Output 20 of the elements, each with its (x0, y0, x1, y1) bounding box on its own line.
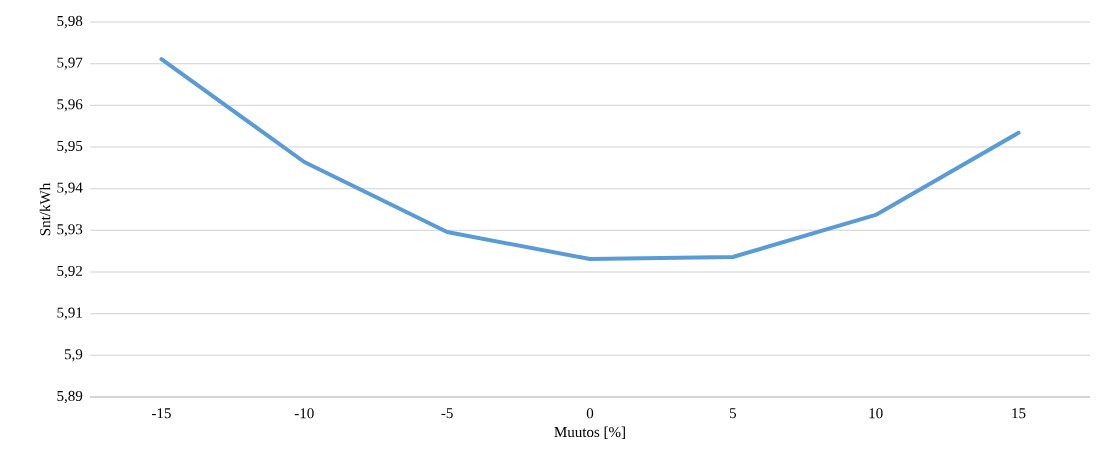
x-tick-label: 0 (586, 408, 594, 419)
y-tick-label: 5,9 (64, 349, 83, 362)
x-axis-title: Muutos [%] (554, 426, 625, 439)
y-tick-label: 5,92 (57, 265, 82, 279)
y-tick-label: 5,96 (57, 99, 83, 112)
x-tick-label: -15 (151, 408, 171, 419)
x-tick-label: 10 (869, 408, 883, 419)
x-tick-label: 15 (1012, 408, 1026, 419)
y-tick-label: 5,98 (57, 15, 83, 29)
x-tick-label: -10 (294, 408, 314, 419)
y-axis-title: Snt/kWh (39, 183, 51, 236)
y-tick-label: 5,93 (57, 224, 83, 237)
y-tick-label: 5,89 (57, 390, 83, 404)
y-tick-label: 5,91 (57, 307, 82, 320)
line-series (159, 57, 1021, 262)
y-tick-label: 5,97 (57, 57, 83, 70)
y-tick-label: 5,94 (57, 182, 83, 195)
x-tick-label: -5 (441, 408, 453, 419)
x-tick-label: 5 (729, 408, 737, 419)
y-tick-label: 5,95 (57, 140, 83, 154)
